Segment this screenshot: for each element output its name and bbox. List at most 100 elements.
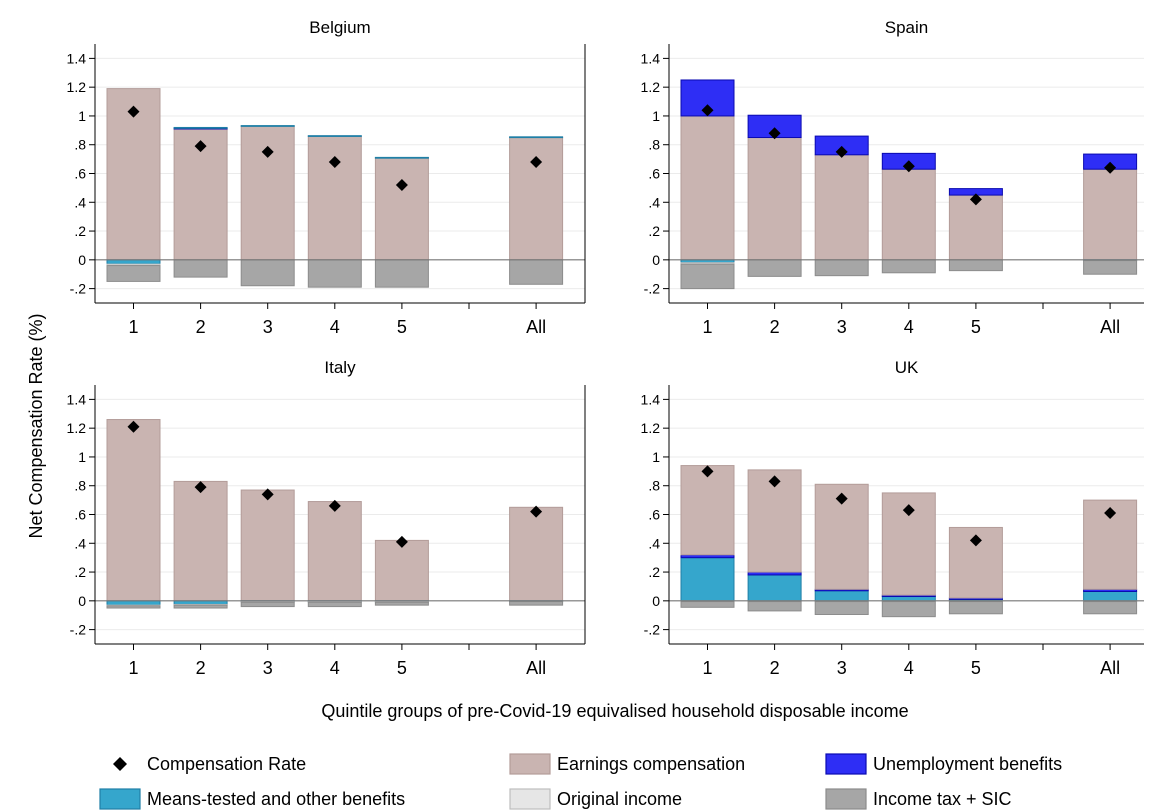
y-tick-label: .8 bbox=[74, 137, 86, 153]
bar-income_tax-3 bbox=[814, 259, 869, 277]
legend-item-unemployment: Unemployment benefits bbox=[825, 753, 1062, 775]
x-tick-label: 3 bbox=[263, 658, 273, 678]
rate-marker-2 bbox=[194, 140, 207, 153]
rate-marker-3 bbox=[261, 145, 274, 158]
bar-means_tested-all bbox=[509, 136, 564, 139]
rate-marker-all bbox=[1104, 507, 1117, 520]
rate-marker-5 bbox=[395, 535, 408, 548]
rate-marker-all bbox=[530, 505, 543, 518]
x-tick-label: All bbox=[1100, 317, 1120, 337]
bar-income_tax-2 bbox=[173, 604, 228, 609]
x-tick-label: 1 bbox=[702, 658, 712, 678]
bar-income_tax-1 bbox=[680, 263, 735, 290]
y-tick-label: .2 bbox=[74, 564, 86, 580]
bar-earnings-5 bbox=[374, 157, 429, 261]
panel-title: Italy bbox=[324, 358, 356, 377]
y-tick-label: 1.4 bbox=[67, 50, 87, 66]
rate-marker-1 bbox=[127, 420, 140, 433]
bar-income_tax-4 bbox=[307, 601, 362, 608]
bar-income_tax-5 bbox=[374, 601, 429, 606]
x-tick-label: 1 bbox=[128, 317, 138, 337]
bar-income_tax-4 bbox=[881, 259, 936, 274]
legend-symbol bbox=[99, 788, 141, 810]
bar-income_tax-2 bbox=[747, 259, 802, 277]
y-tick-label: -.2 bbox=[644, 622, 661, 638]
bar-earnings-4 bbox=[307, 135, 362, 261]
x-tick-label: 3 bbox=[263, 317, 273, 337]
bar-earnings-2 bbox=[747, 137, 802, 261]
bar-earnings-4 bbox=[881, 168, 936, 261]
x-tick-label: All bbox=[1100, 658, 1120, 678]
y-tick-label: .8 bbox=[648, 478, 660, 494]
bar-earnings-3 bbox=[240, 489, 295, 602]
x-axis-label: Quintile groups of pre-Covid-19 equivali… bbox=[321, 701, 908, 721]
legend-symbol bbox=[509, 788, 551, 810]
bar-income_tax-3 bbox=[240, 601, 295, 608]
x-tick-label: 4 bbox=[904, 658, 914, 678]
x-tick-label: 2 bbox=[196, 658, 206, 678]
x-tick-label: All bbox=[526, 317, 546, 337]
bar-earnings-1 bbox=[680, 465, 735, 556]
y-tick-label: 1 bbox=[652, 449, 660, 465]
bar-means_tested-3 bbox=[240, 125, 295, 127]
legend-symbol bbox=[509, 753, 551, 775]
bar-income_tax-4 bbox=[307, 259, 362, 288]
bar-earnings-3 bbox=[814, 154, 869, 261]
bar-means_tested-4 bbox=[881, 596, 936, 602]
bar-earnings-4 bbox=[307, 501, 362, 602]
legend-label: Earnings compensation bbox=[557, 754, 745, 774]
y-tick-label: .4 bbox=[74, 535, 86, 551]
bar-income_tax-1 bbox=[106, 265, 161, 282]
y-tick-label: .6 bbox=[74, 507, 86, 523]
y-tick-label: 0 bbox=[78, 593, 86, 609]
rate-marker-all bbox=[1104, 161, 1117, 174]
y-tick-label: 0 bbox=[652, 252, 660, 268]
panel-title: Spain bbox=[885, 18, 928, 37]
bar-earnings-all bbox=[509, 506, 564, 602]
bar-means_tested-5 bbox=[374, 156, 429, 159]
x-tick-label: 4 bbox=[330, 658, 340, 678]
y-tick-label: -.2 bbox=[644, 281, 661, 297]
y-axis-label: Net Compensation Rate (%) bbox=[26, 313, 46, 538]
rate-marker-3 bbox=[261, 488, 274, 501]
y-tick-label: 0 bbox=[652, 593, 660, 609]
legend-label: Compensation Rate bbox=[147, 754, 306, 774]
x-tick-label: 1 bbox=[128, 658, 138, 678]
legend-label: Original income bbox=[557, 789, 682, 809]
bar-income_tax-all bbox=[509, 601, 564, 606]
legend-symbol bbox=[825, 753, 867, 775]
panel-uk: UK -.2 0 .2 .4 .6 .8 1 1.2 1.4 1 2 3 4 5 All bbox=[641, 358, 1144, 678]
rate-marker-5 bbox=[969, 534, 982, 547]
bar-income_tax-5 bbox=[948, 259, 1003, 272]
bar-means_tested-2 bbox=[173, 126, 228, 129]
bar-earnings-2 bbox=[173, 480, 228, 602]
bar-means_tested-1 bbox=[106, 259, 161, 265]
legend-label: Unemployment benefits bbox=[873, 754, 1062, 774]
bar-means_tested-all bbox=[1083, 590, 1138, 602]
y-tick-label: 1.4 bbox=[67, 391, 87, 407]
x-tick-label: 5 bbox=[971, 317, 981, 337]
rate-marker-4 bbox=[328, 499, 341, 512]
bar-means_tested-1 bbox=[680, 557, 735, 602]
y-tick-label: .4 bbox=[74, 194, 86, 210]
y-tick-label: .6 bbox=[648, 166, 660, 182]
x-tick-label: 5 bbox=[971, 658, 981, 678]
bar-income_tax-4 bbox=[881, 601, 936, 618]
panel-title: UK bbox=[895, 358, 919, 377]
bar-earnings-all bbox=[509, 137, 564, 261]
bar-means_tested-1 bbox=[106, 600, 161, 606]
y-tick-label: .4 bbox=[648, 194, 660, 210]
panel-spain: Spain -.2 0 .2 .4 .6 .8 1 1.2 1.4 1 2 3 4 5 All bbox=[641, 18, 1144, 337]
bar-income_tax-all bbox=[1083, 260, 1138, 275]
x-tick-label: 5 bbox=[397, 317, 407, 337]
bar-income_tax-5 bbox=[948, 601, 1003, 615]
bar-means_tested-3 bbox=[814, 590, 869, 602]
legend-item-earnings: Earnings compensation bbox=[509, 753, 745, 775]
y-tick-label: -.2 bbox=[70, 622, 87, 638]
bar-income_tax-2 bbox=[173, 259, 228, 278]
x-tick-label: 2 bbox=[770, 317, 780, 337]
rate-marker-4 bbox=[902, 160, 915, 173]
legend-item-rate: Compensation Rate bbox=[113, 754, 306, 774]
legend-label: Income tax + SIC bbox=[873, 789, 1012, 809]
rate-marker-1 bbox=[127, 105, 140, 118]
